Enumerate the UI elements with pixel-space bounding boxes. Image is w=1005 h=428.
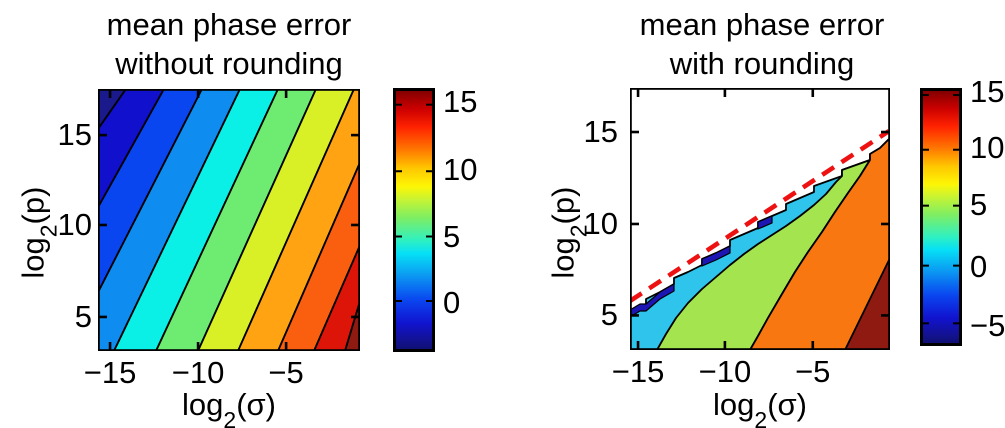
colorbar-tick-label: 5	[970, 187, 988, 223]
left-plot-title-line2: without rounding	[115, 46, 343, 81]
tick-label: −15	[83, 355, 137, 390]
tick-label: −5	[268, 355, 304, 390]
right-plot-ytick-labels: 15 10 5	[556, 88, 618, 350]
tick-label: 15	[583, 114, 618, 150]
tick-label: 5	[74, 298, 92, 334]
tick-label: 10	[583, 205, 618, 241]
colorbar-tick-label: 10	[970, 130, 1005, 166]
right-xlabel-base: log	[713, 387, 755, 422]
colorbar-tick-label: 15	[443, 84, 478, 119]
tick-label: 15	[57, 117, 92, 153]
left-colorbar	[393, 88, 435, 352]
right-colorbar-labels: 15 10 5 0 −5	[970, 75, 1005, 346]
colorbar-tick-label: 5	[443, 218, 461, 254]
left-plot-svg	[98, 89, 360, 351]
right-plot-xlabel: log2(σ)	[630, 387, 890, 428]
tick-label: −5	[795, 354, 831, 389]
left-plot-title-line1: mean phase error	[106, 7, 352, 42]
right-plot-title-line2: with rounding	[669, 46, 855, 81]
colorbar-tick-label: 0	[443, 284, 461, 320]
right-plot-xtick-labels: −15 −10 −5	[612, 354, 890, 391]
right-xlabel-sub: 2	[754, 407, 768, 428]
colorbar-tick-label: 10	[443, 152, 478, 188]
left-xlabel-base: log	[182, 387, 224, 422]
right-plot-title-line1: mean phase error	[639, 7, 885, 42]
tick-label: 10	[57, 206, 92, 242]
left-colorbar-labels: 15 10 5 0	[443, 84, 513, 352]
tick-label: −15	[611, 354, 665, 389]
tick-label: 5	[600, 297, 618, 333]
tick-label: −10	[171, 355, 225, 390]
left-xlabel-arg: (σ)	[236, 387, 276, 422]
right-colorbar	[920, 88, 962, 346]
colorbar-tick-label: 15	[970, 74, 1005, 110]
right-xlabel-arg: (σ)	[767, 387, 807, 422]
left-plot-title: mean phase error without rounding	[48, 5, 410, 83]
colorbar-tick-label: 0	[970, 248, 988, 284]
left-plot-ytick-labels: 15 10 5	[30, 89, 92, 351]
right-plot-title: mean phase error with rounding	[582, 5, 942, 83]
left-xlabel-sub: 2	[223, 407, 237, 428]
colorbar-tick-label: −5	[970, 307, 1005, 343]
right-plot-svg	[630, 88, 890, 350]
tick-label: −10	[698, 354, 752, 389]
left-plot-area	[98, 89, 360, 351]
left-plot-xlabel: log2(σ)	[98, 387, 360, 428]
right-plot-area	[630, 88, 890, 350]
left-plot-xtick-labels: −15 −10 −5	[84, 355, 360, 392]
